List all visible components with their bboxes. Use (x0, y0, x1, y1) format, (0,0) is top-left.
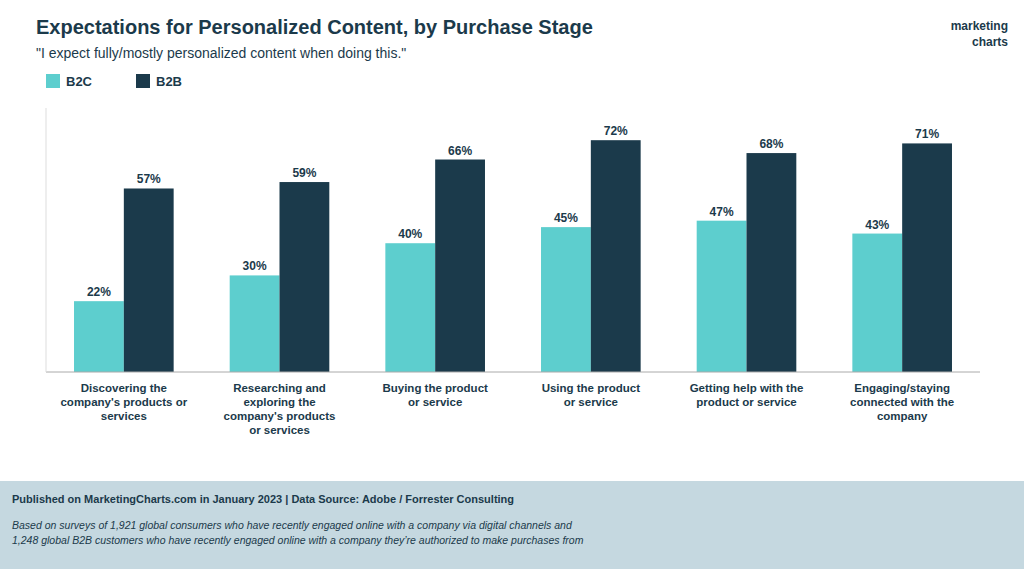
bar (541, 227, 591, 372)
data-labels: 22% 30% 40% 45% 47% 43% 57% 59% 66% 72% 68% 71% (87, 124, 939, 299)
bar (280, 182, 330, 372)
data-label: 45% (554, 211, 578, 225)
data-label: 30% (243, 259, 267, 273)
data-label: 22% (87, 285, 111, 299)
x-tick-label: Using the product or service (542, 382, 641, 408)
text-line: or services (249, 424, 310, 436)
text-line: product or service (696, 396, 796, 408)
bar (124, 188, 174, 372)
legend: B2C B2B (46, 74, 182, 89)
data-label: 66% (448, 144, 472, 158)
bar (385, 243, 435, 372)
text-line: connected with the (850, 396, 954, 408)
data-label: 57% (137, 172, 161, 186)
legend-swatch (46, 74, 60, 88)
data-label: 71% (915, 127, 939, 141)
text-line: or service (564, 396, 618, 408)
logo-text: marketing (951, 19, 1008, 33)
chart: Expectations for Personalized Content, b… (0, 0, 1024, 569)
footer-text: Published on MarketingCharts.com in Janu… (12, 493, 514, 505)
legend-label: B2B (156, 74, 182, 89)
data-label: 68% (759, 137, 783, 151)
text-line: Based on surveys of 1,921 global consume… (12, 519, 573, 531)
footer-note: Based on surveys of 1,921 global consume… (12, 519, 584, 546)
bar (747, 153, 797, 372)
text-line: Getting help with the (690, 382, 804, 394)
text-line: company's products or (60, 396, 187, 408)
x-tick-label: Discovering the company's products or serv… (60, 382, 187, 422)
data-label: 47% (710, 205, 734, 219)
bar (230, 275, 280, 372)
data-label: 43% (865, 218, 889, 232)
x-axis (46, 372, 980, 373)
subtitle: "I expect fully/mostly personalized cont… (36, 45, 406, 61)
text-line: 1,248 global B2B customers who have rece… (12, 534, 584, 546)
text-line: Buying the product (382, 382, 488, 394)
bar (74, 301, 124, 372)
bar (697, 221, 747, 372)
legend-label: B2C (66, 74, 93, 89)
background (0, 0, 1024, 569)
text-line: Discovering the (81, 382, 167, 394)
legend-swatch (136, 74, 150, 88)
text-line: exploring the (243, 396, 315, 408)
x-tick-labels: Discovering the company's products or serv… (60, 382, 954, 436)
text-line: Researching and (233, 382, 326, 394)
bar (902, 143, 952, 372)
bars (74, 140, 952, 372)
footer (0, 481, 1024, 569)
bar (591, 140, 641, 372)
text-line: or service (408, 396, 462, 408)
x-tick-label: Buying the product or service (382, 382, 488, 408)
data-label: 40% (398, 227, 422, 241)
title: Expectations for Personalized Content, b… (36, 16, 593, 38)
data-label: 59% (292, 166, 316, 180)
bar (852, 234, 902, 372)
x-tick-label: Getting help with the product or service (690, 382, 804, 408)
data-label: 72% (604, 124, 628, 138)
logo-text: charts (972, 35, 1008, 49)
x-tick-label: Researching and exploring the company's pr… (223, 382, 335, 436)
text-line: Using the product (542, 382, 641, 394)
text-line: company (877, 410, 928, 422)
text-line: company's products (223, 410, 335, 422)
text-line: services (101, 410, 147, 422)
x-tick-label: Engaging/staying connected with the compan… (850, 382, 954, 422)
y-axis (46, 108, 47, 372)
bar (435, 160, 485, 372)
text-line: Engaging/staying (854, 382, 950, 394)
